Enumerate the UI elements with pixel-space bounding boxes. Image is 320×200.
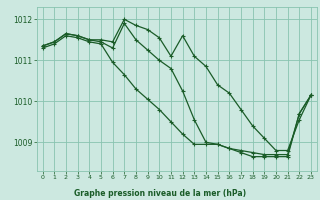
Text: Graphe pression niveau de la mer (hPa): Graphe pression niveau de la mer (hPa) bbox=[74, 189, 246, 198]
